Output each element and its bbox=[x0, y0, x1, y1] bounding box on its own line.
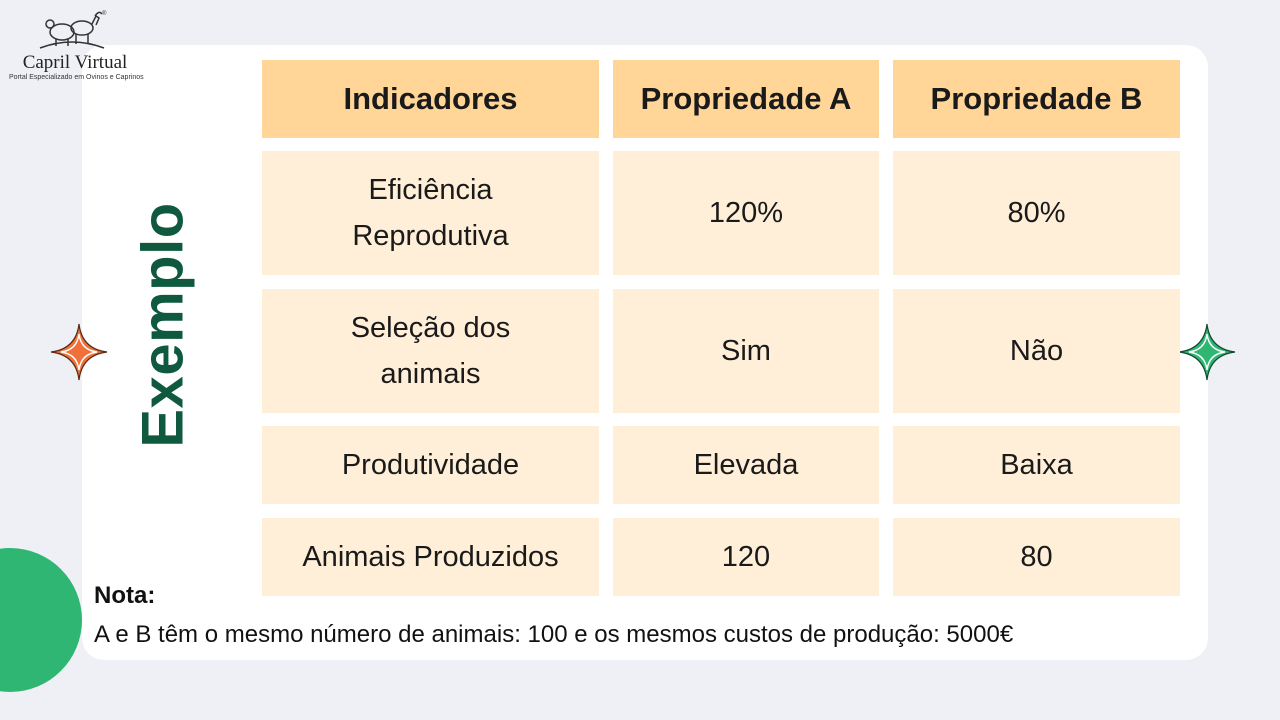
cell-indicator-line: animais bbox=[380, 358, 481, 390]
decorative-circle bbox=[0, 548, 82, 692]
cell-indicator-line: Reprodutiva bbox=[352, 220, 509, 252]
header-propriedade-b: Propriedade B bbox=[893, 60, 1180, 138]
header-propriedade-a: Propriedade A bbox=[613, 60, 879, 138]
cell-b-selecao: Não bbox=[893, 289, 1180, 413]
logo-title: Capril Virtual bbox=[22, 52, 128, 73]
cell-indicator-eficiencia: Eficiência Reprodutiva bbox=[262, 151, 599, 275]
header-indicadores: Indicadores bbox=[262, 60, 599, 138]
cell-b-eficiencia: 80% bbox=[893, 151, 1180, 275]
sparkle-left-icon bbox=[50, 323, 108, 381]
slide-title: Exemplo bbox=[130, 202, 196, 448]
goat-sheep-icon: ® bbox=[39, 10, 107, 49]
cell-b-produtividade: Baixa bbox=[893, 426, 1180, 504]
cell-a-eficiencia: 120% bbox=[613, 151, 879, 275]
cell-indicator-line: Seleção dos bbox=[350, 312, 511, 344]
cell-indicator-selecao: Seleção dos animais bbox=[262, 289, 599, 413]
cell-a-animais: 120 bbox=[613, 518, 879, 596]
cell-indicator-produtividade: Produtividade bbox=[262, 426, 599, 504]
note-text: A e B têm o mesmo número de animais: 100… bbox=[94, 621, 1014, 648]
svg-text:®: ® bbox=[102, 10, 107, 17]
logo: ® Capril Virtual Portal Especializado em… bbox=[6, 6, 144, 86]
cell-indicator-line: Eficiência bbox=[368, 174, 493, 206]
sparkle-right-icon bbox=[1178, 323, 1236, 381]
cell-indicator-animais: Animais Produzidos bbox=[262, 518, 599, 596]
cell-a-produtividade: Elevada bbox=[613, 426, 879, 504]
cell-b-animais: 80 bbox=[893, 518, 1180, 596]
cell-a-selecao: Sim bbox=[613, 289, 879, 413]
note-label: Nota: bbox=[94, 582, 156, 609]
logo-subtitle: Portal Especializado em Ovinos e Caprino… bbox=[9, 74, 144, 81]
